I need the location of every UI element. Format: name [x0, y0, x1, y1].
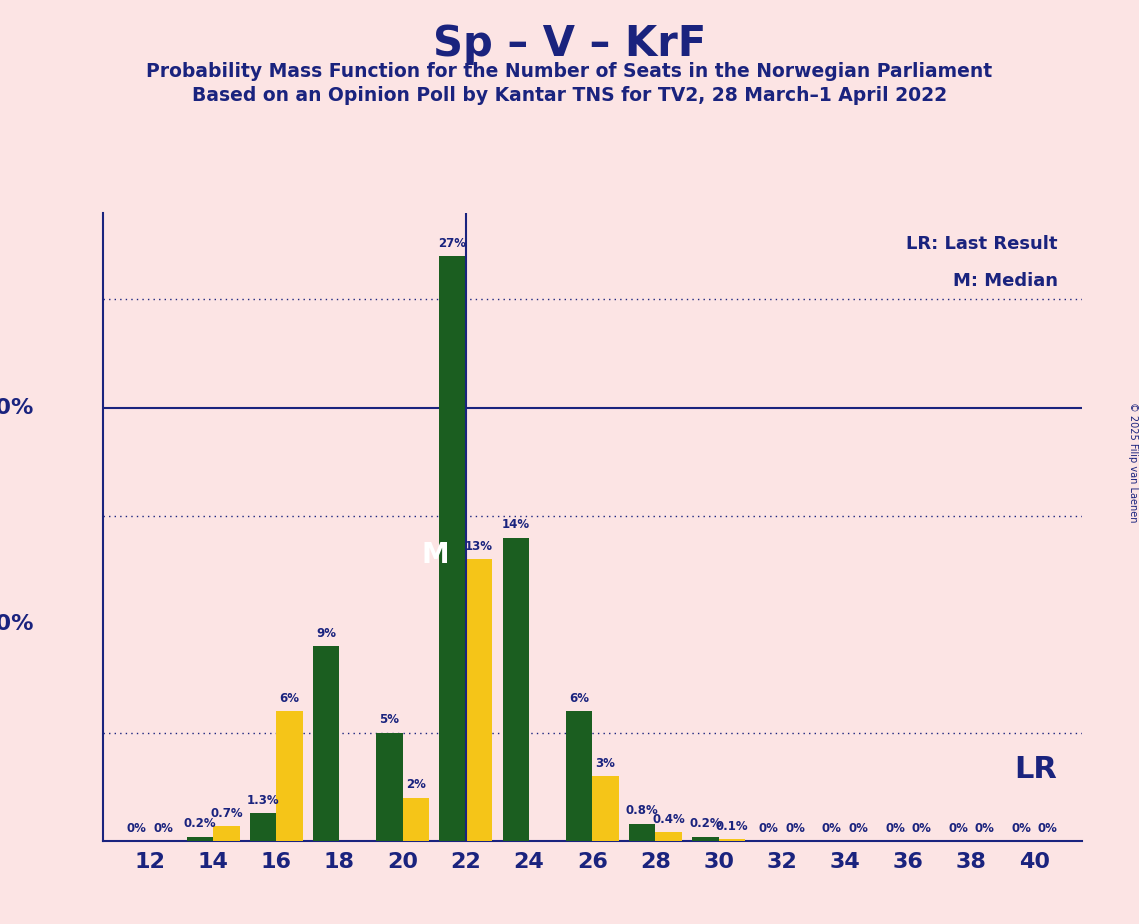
Bar [403, 797, 429, 841]
Text: 0%: 0% [949, 821, 968, 834]
Text: 0%: 0% [1011, 821, 1031, 834]
Text: 13%: 13% [465, 541, 493, 553]
Text: 6%: 6% [570, 692, 589, 705]
Bar [629, 823, 655, 841]
Bar [693, 836, 719, 841]
Text: LR: Last Result: LR: Last Result [906, 235, 1057, 252]
Text: 10%: 10% [0, 614, 34, 634]
Text: Based on an Opinion Poll by Kantar TNS for TV2, 28 March–1 April 2022: Based on an Opinion Poll by Kantar TNS f… [192, 86, 947, 105]
Bar [466, 559, 492, 841]
Text: 0.8%: 0.8% [625, 805, 658, 818]
Bar [440, 256, 466, 841]
Text: 14%: 14% [502, 518, 530, 531]
Bar [313, 646, 339, 841]
Text: 0%: 0% [911, 821, 932, 834]
Text: 6%: 6% [279, 692, 300, 705]
Text: 0%: 0% [785, 821, 805, 834]
Text: 0.2%: 0.2% [183, 818, 216, 831]
Bar [719, 839, 745, 841]
Text: 5%: 5% [379, 713, 400, 726]
Text: 0%: 0% [822, 821, 842, 834]
Text: 0%: 0% [1038, 821, 1058, 834]
Text: 9%: 9% [317, 626, 336, 639]
Text: 0%: 0% [154, 821, 173, 834]
Text: 27%: 27% [439, 237, 467, 249]
Bar [213, 826, 239, 841]
Bar [376, 733, 403, 841]
Bar [592, 776, 618, 841]
Text: M: Median: M: Median [952, 273, 1057, 290]
Text: 0.2%: 0.2% [689, 818, 722, 831]
Bar [187, 836, 213, 841]
Text: Sp – V – KrF: Sp – V – KrF [433, 23, 706, 65]
Text: M: M [421, 541, 449, 569]
Text: 0.7%: 0.7% [210, 807, 243, 820]
Text: Probability Mass Function for the Number of Seats in the Norwegian Parliament: Probability Mass Function for the Number… [147, 62, 992, 81]
Text: 20%: 20% [0, 397, 34, 418]
Bar [502, 538, 530, 841]
Text: 1.3%: 1.3% [247, 794, 279, 807]
Text: 0%: 0% [759, 821, 779, 834]
Text: 0.1%: 0.1% [715, 820, 748, 833]
Text: 0%: 0% [975, 821, 994, 834]
Text: 0.4%: 0.4% [653, 813, 686, 826]
Bar [277, 711, 303, 841]
Text: © 2025 Filip van Laenen: © 2025 Filip van Laenen [1129, 402, 1138, 522]
Text: 2%: 2% [405, 778, 426, 792]
Bar [566, 711, 592, 841]
Text: 0%: 0% [885, 821, 904, 834]
Text: 3%: 3% [596, 757, 615, 770]
Text: 0%: 0% [849, 821, 868, 834]
Bar [249, 813, 277, 841]
Text: 0%: 0% [126, 821, 147, 834]
Text: LR: LR [1015, 755, 1057, 784]
Bar [655, 833, 682, 841]
